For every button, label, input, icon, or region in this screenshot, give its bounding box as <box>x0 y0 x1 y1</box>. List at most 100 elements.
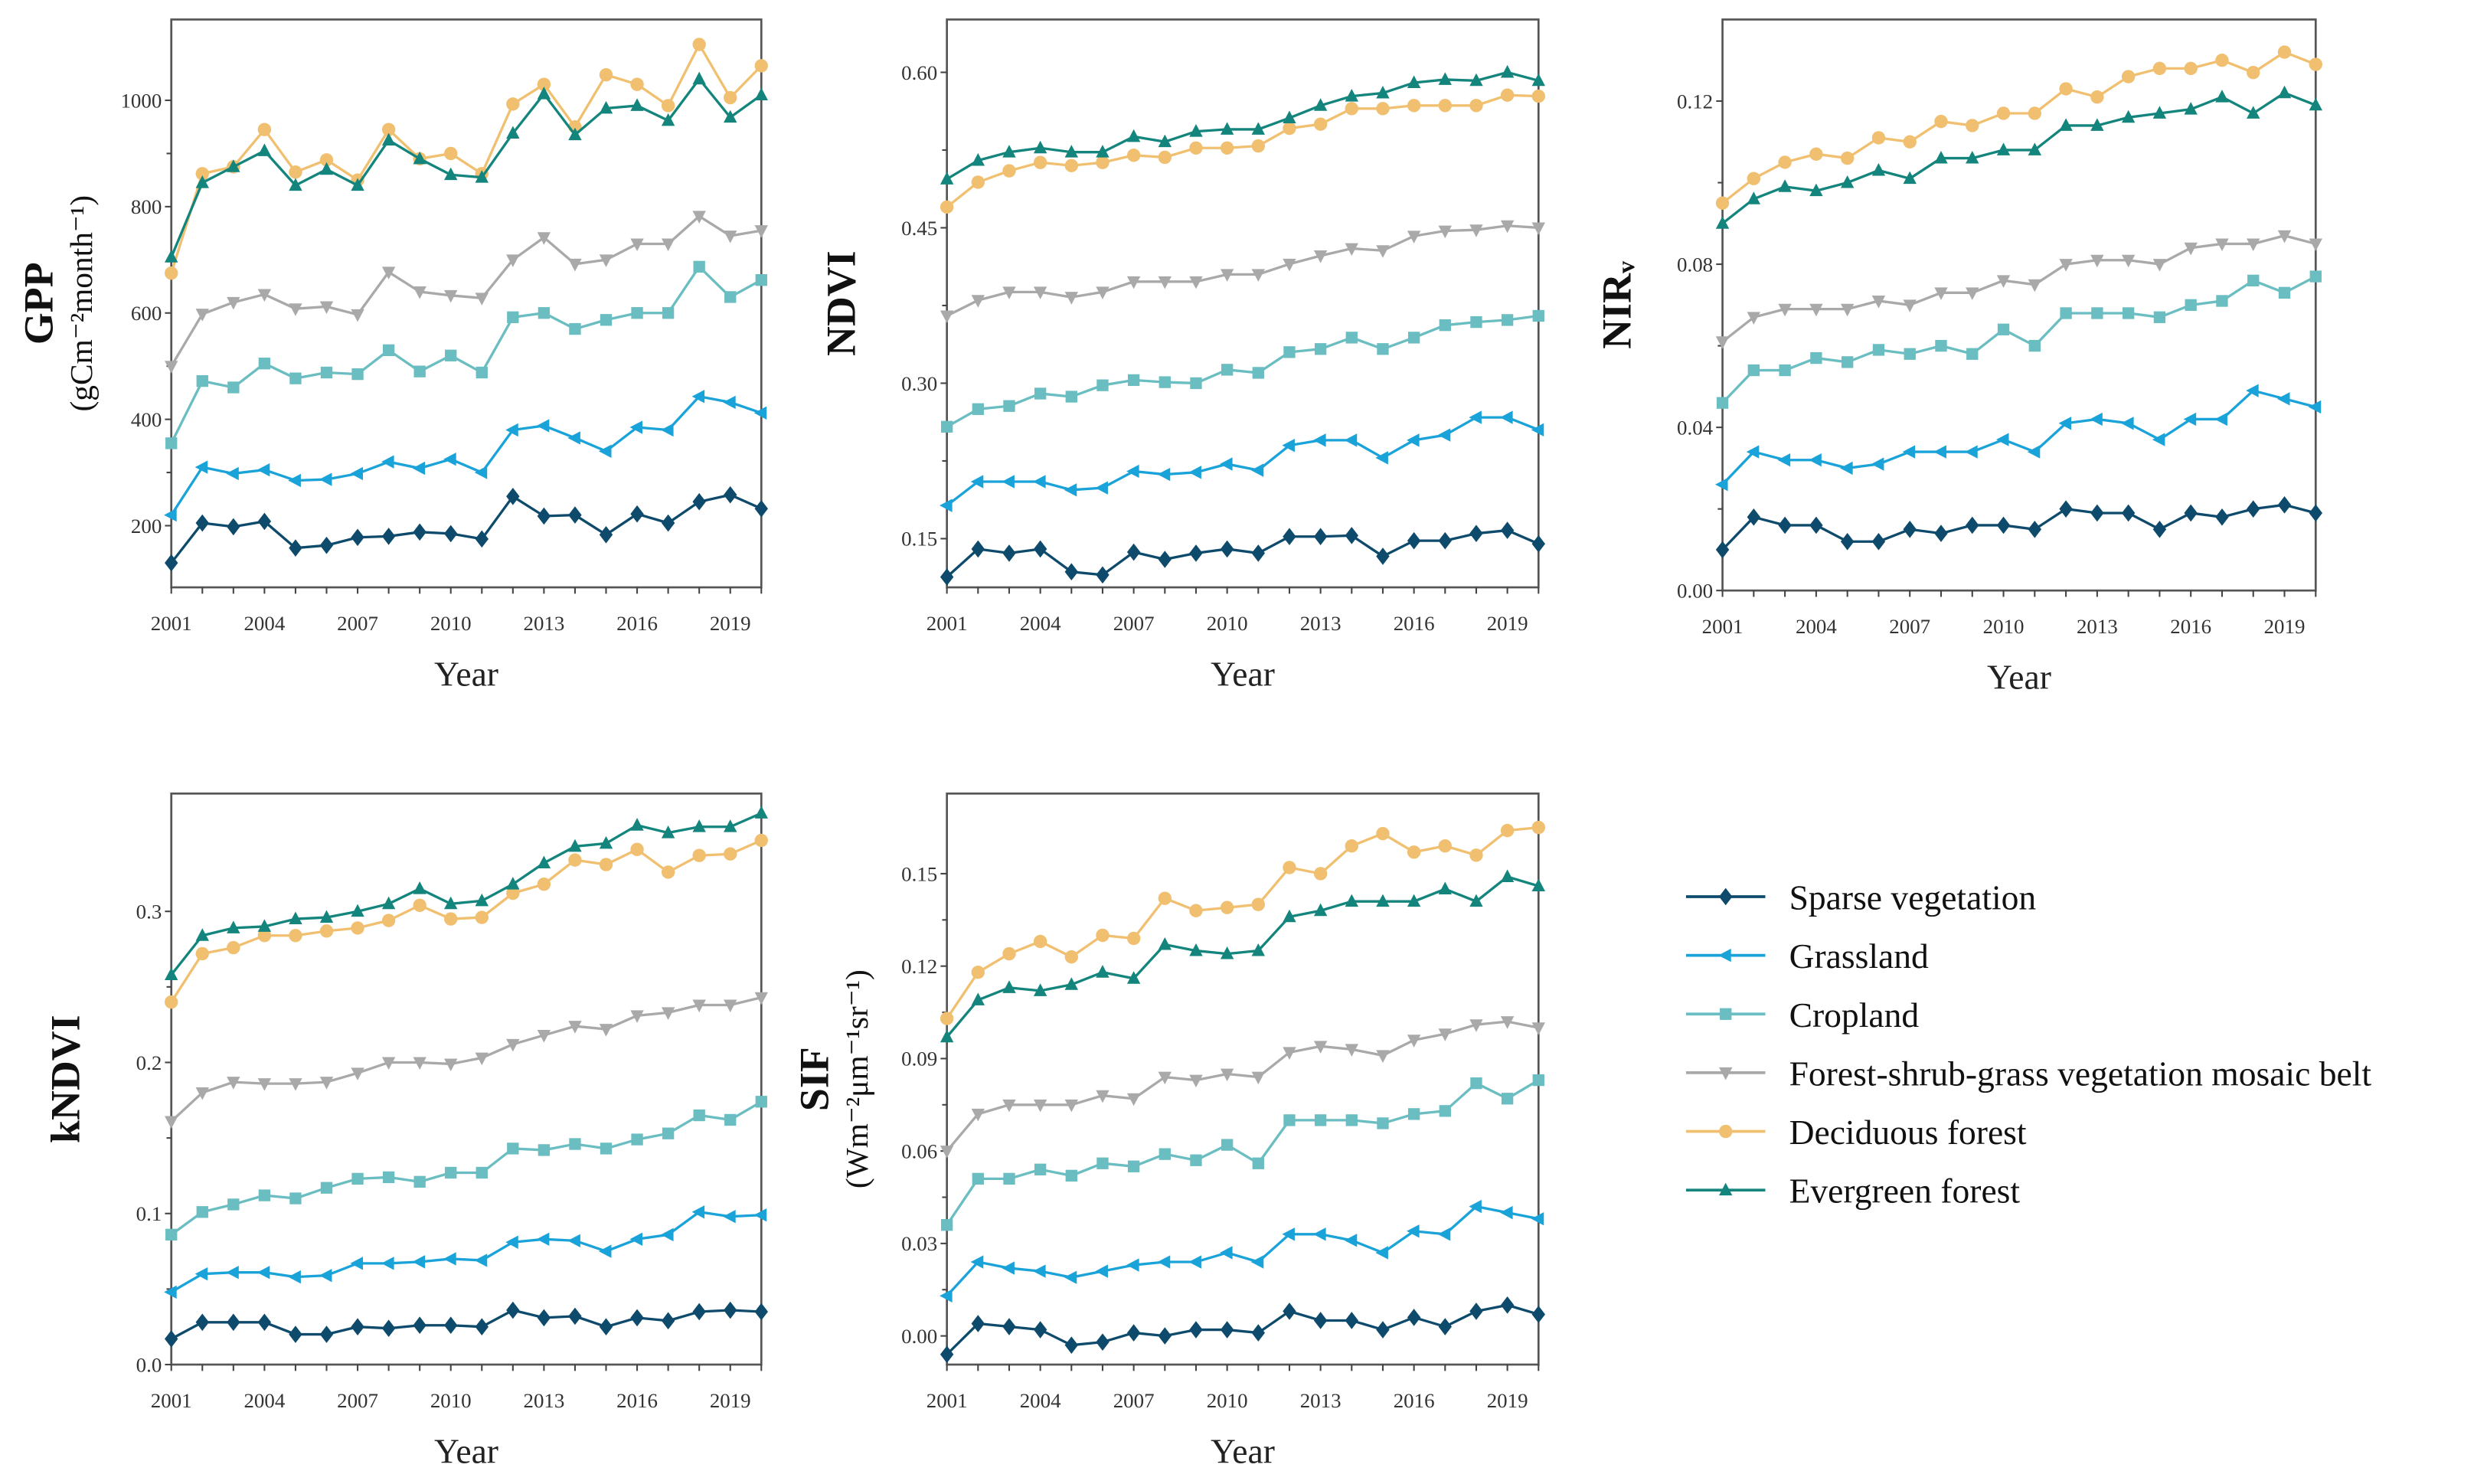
data-point <box>662 1127 675 1139</box>
data-point <box>1221 1139 1234 1151</box>
series-sparse-vegetation <box>165 1301 768 1348</box>
y-tick-label: 800 <box>131 195 162 218</box>
data-point <box>1438 839 1452 853</box>
x-tick-label: 2013 <box>1300 1389 1342 1412</box>
data-point <box>1903 299 1917 312</box>
data-point <box>445 1166 457 1179</box>
data-point <box>1500 64 1515 78</box>
data-point <box>1500 410 1513 424</box>
y-tick-label: 0.12 <box>1677 90 1713 113</box>
data-point <box>940 1219 953 1231</box>
data-point <box>1064 1099 1079 1113</box>
data-point <box>1157 467 1171 482</box>
data-point <box>1064 1336 1079 1354</box>
series-evergreen-forest <box>1715 85 2322 229</box>
data-point <box>2247 106 2260 119</box>
data-point <box>1842 356 1854 368</box>
data-point <box>1283 1114 1296 1126</box>
data-point <box>1500 823 1515 838</box>
x-tick-label: 2016 <box>2170 615 2211 638</box>
data-point <box>661 514 675 532</box>
data-point <box>661 99 675 113</box>
data-point <box>1407 1035 1421 1048</box>
y-tick-label: 0.00 <box>901 1325 937 1348</box>
data-point <box>381 1319 396 1337</box>
data-point <box>537 232 551 245</box>
y-tick-label: 0.1 <box>136 1202 162 1225</box>
data-point <box>227 296 240 310</box>
data-point <box>227 1198 240 1211</box>
y-tick-label: 0.09 <box>901 1048 937 1071</box>
data-point <box>1283 121 1296 136</box>
data-point <box>1470 1077 1482 1090</box>
data-point <box>2121 70 2136 83</box>
x-tick-label: 2004 <box>1796 615 1837 638</box>
data-point <box>1531 820 1545 835</box>
data-point <box>444 289 458 303</box>
data-point <box>1809 453 1822 467</box>
data-point <box>1810 351 1822 364</box>
data-point <box>940 1345 954 1364</box>
data-point <box>1158 1071 1172 1085</box>
data-point <box>1033 983 1047 996</box>
series-line <box>1721 91 2316 225</box>
y-tick-label: 0.15 <box>901 528 937 551</box>
legend-label: Grassland <box>1789 936 1929 976</box>
data-point <box>474 466 488 479</box>
y-axis-label: GPP <box>15 262 61 345</box>
plot-frame <box>946 792 1540 1366</box>
data-point <box>1251 1071 1265 1085</box>
data-point <box>1283 861 1296 874</box>
data-point <box>537 855 551 869</box>
data-point <box>1531 1022 1545 1035</box>
chart-panel-kndvi: 2001 2004 2007 2010 2013 2016 2019 0.0 0.1 0.2 0.3… <box>43 792 768 1470</box>
data-point <box>692 1303 706 1321</box>
data-point <box>1220 269 1234 282</box>
data-point <box>1438 531 1452 550</box>
data-point <box>692 211 706 224</box>
data-point <box>506 126 520 139</box>
data-point <box>1407 845 1421 859</box>
data-point <box>1095 481 1108 495</box>
data-point <box>1715 541 1730 559</box>
data-point <box>1375 1246 1388 1260</box>
series-line <box>170 394 762 516</box>
data-point <box>227 1077 240 1090</box>
legend-marker-icon <box>1718 948 1731 963</box>
x-tick-label: 2013 <box>2077 615 2118 638</box>
data-point <box>2121 110 2136 123</box>
data-point <box>599 67 613 82</box>
x-axis-label: Year <box>1211 1431 1275 1470</box>
data-point <box>1376 102 1390 116</box>
data-point <box>1469 525 1483 542</box>
data-point <box>1809 147 1823 161</box>
data-point <box>1375 451 1388 465</box>
data-point <box>1283 258 1296 272</box>
data-point <box>289 178 302 191</box>
data-point <box>1096 145 1110 158</box>
data-point <box>2184 102 2198 115</box>
data-point <box>413 898 426 913</box>
data-point <box>538 307 551 319</box>
data-point <box>1531 222 1545 236</box>
data-point <box>662 307 675 319</box>
data-point <box>2090 412 2103 427</box>
data-point <box>1439 319 1451 332</box>
data-point <box>2058 417 2072 430</box>
x-axis-label: Year <box>434 654 498 693</box>
data-point <box>1344 1234 1358 1247</box>
data-point <box>413 1057 426 1071</box>
data-point <box>2152 61 2167 76</box>
data-point <box>1189 276 1203 289</box>
data-point <box>2215 54 2229 67</box>
data-point <box>1996 516 2011 534</box>
data-point <box>1065 391 1077 403</box>
data-point <box>165 437 178 449</box>
data-point <box>444 1058 458 1072</box>
data-point <box>972 1172 984 1185</box>
data-point <box>2028 279 2042 293</box>
data-point <box>1377 343 1389 355</box>
data-point <box>1127 1160 1140 1172</box>
data-point <box>1126 543 1141 561</box>
data-point <box>319 1077 334 1090</box>
